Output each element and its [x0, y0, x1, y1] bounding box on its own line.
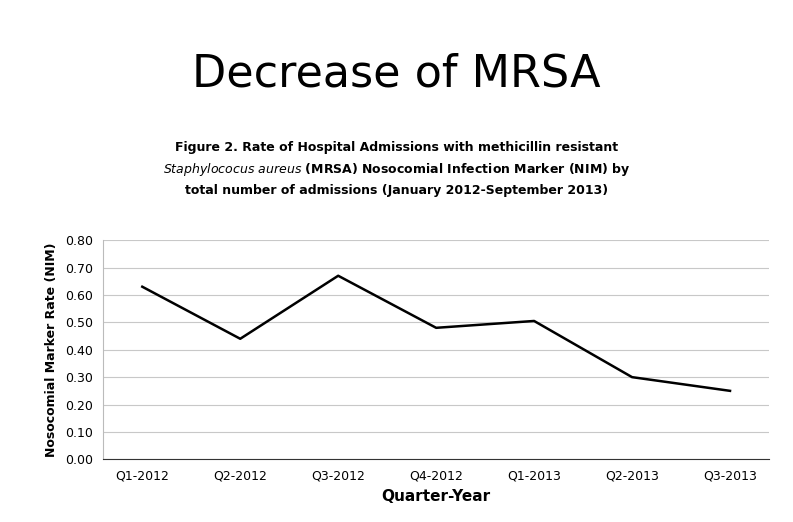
- X-axis label: Quarter-Year: Quarter-Year: [381, 489, 491, 504]
- Text: Figure 2. Rate of Hospital Admissions with methicillin resistant
$\it{Staphyloco: Figure 2. Rate of Hospital Admissions wi…: [163, 141, 630, 197]
- Text: Decrease of MRSA: Decrease of MRSA: [192, 52, 601, 95]
- Y-axis label: Nosocomial Marker Rate (NIM): Nosocomial Marker Rate (NIM): [45, 243, 59, 457]
